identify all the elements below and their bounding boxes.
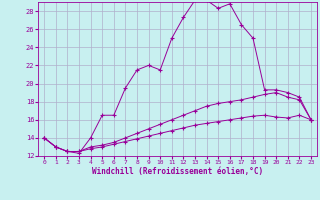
X-axis label: Windchill (Refroidissement éolien,°C): Windchill (Refroidissement éolien,°C) [92, 167, 263, 176]
